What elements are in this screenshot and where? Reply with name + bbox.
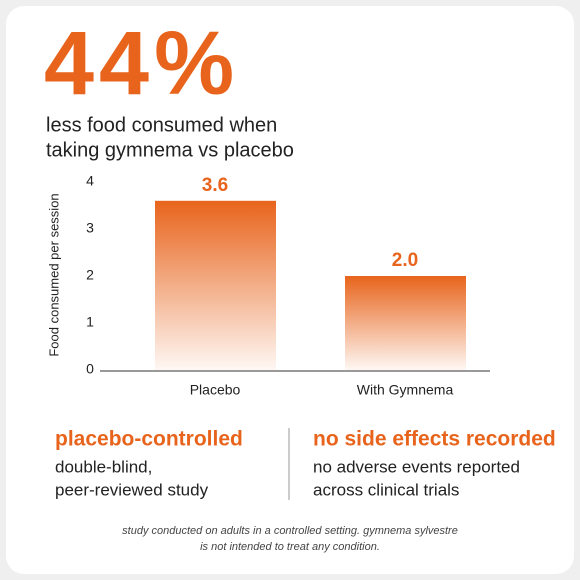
x-tick-label: With Gymnema [357,382,454,398]
y-tick-label: 1 [86,314,94,330]
feature-text: no adverse events reported [313,457,520,476]
x-tick-label: Placebo [190,382,241,398]
bar [155,200,276,370]
feature-title: placebo-controlled [55,428,243,451]
footnote: study conducted on adults in a controlle… [122,525,458,537]
headline: 44% [44,14,239,114]
feature-title: no side effects recorded [313,428,556,451]
card [6,6,574,574]
y-axis-label: Food consumed per session [46,193,61,356]
value-label: 2.0 [392,250,418,271]
y-tick-label: 0 [86,361,94,377]
footnote: is not intended to treat any condition. [200,541,380,553]
y-tick-label: 4 [86,173,94,189]
feature-text: peer-reviewed study [55,480,209,499]
feature-text: double-blind, [55,457,152,476]
subtitle: less food consumed when [46,114,277,136]
subtitle: taking gymnema vs placebo [46,139,294,161]
feature-text: across clinical trials [313,480,459,499]
bar [345,276,466,370]
y-tick-label: 2 [86,267,94,283]
y-tick-label: 3 [86,220,94,236]
value-label: 3.6 [202,175,228,196]
